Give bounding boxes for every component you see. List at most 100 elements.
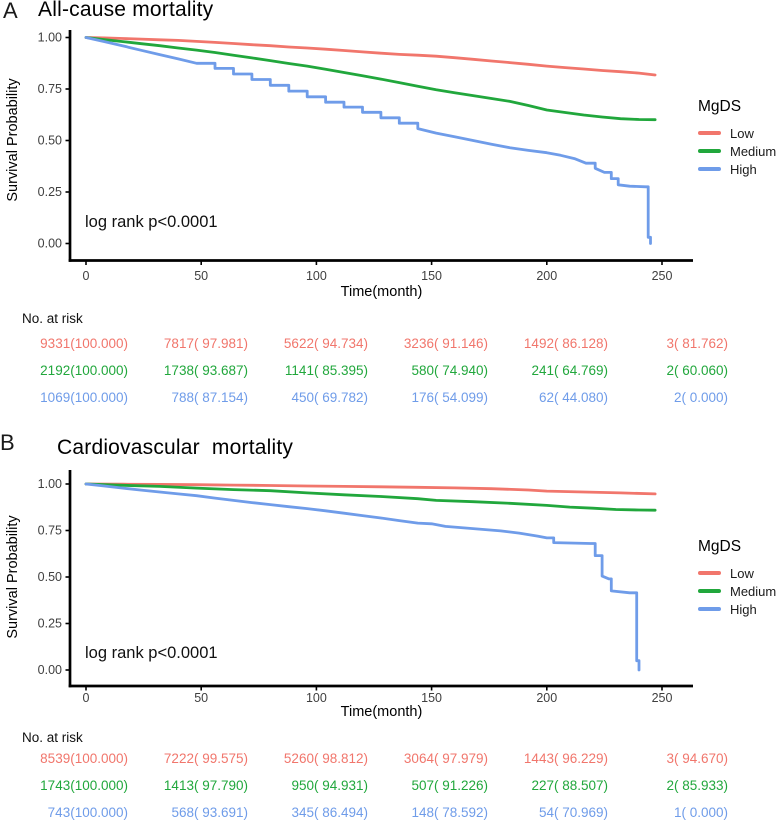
risk-value: 1( 0.000): [673, 805, 728, 820]
risk-value: 1443( 96.229): [523, 751, 608, 766]
risk-value: 148( 78.592): [411, 805, 488, 820]
risk-value: 3( 94.670): [666, 751, 728, 766]
y-tick-label: 0.50: [38, 570, 62, 584]
x-tick-label: 50: [194, 691, 208, 705]
risk-value: 1413( 97.790): [163, 778, 248, 793]
x-axis-title: Time(month): [341, 284, 423, 300]
km-curve-low: [84, 482, 657, 496]
x-tick-label: 100: [306, 691, 327, 705]
risk-value: 788( 87.154): [171, 390, 248, 405]
y-tick-label: 0.75: [38, 82, 62, 96]
km-curve-low: [84, 36, 657, 77]
legend-item-label: High: [730, 601, 757, 617]
risk-value: 3064( 97.979): [403, 751, 488, 766]
risk-value: 1743(100.000): [40, 778, 128, 793]
risk-value: 345( 86.494): [291, 805, 368, 820]
logrank-annotation: log rank p<0.0001: [85, 213, 218, 231]
risk-value: 2( 0.000): [673, 390, 728, 405]
x-tick-label: 200: [536, 691, 557, 705]
risk-table: 8539(100.000) 7222( 99.575) 5260( 98.812) 3…: [8, 751, 768, 823]
legend: MgDS Low Medium High: [698, 538, 776, 617]
y-tick-label: 0.75: [38, 524, 62, 538]
legend-item-high: High: [698, 161, 776, 177]
x-tick-label: 250: [652, 269, 673, 283]
risk-value: 3236( 91.146): [403, 336, 488, 351]
legend-item-low: Low: [698, 125, 776, 141]
risk-value: 3( 81.762): [666, 336, 728, 351]
risk-value: 5260( 98.812): [283, 751, 368, 766]
risk-value: 950( 94.931): [291, 778, 368, 793]
risk-value: 568( 93.691): [171, 805, 248, 820]
legend-key-line-icon: [698, 149, 721, 153]
risk-value: 1492( 86.128): [523, 336, 608, 351]
risk-value: 8539(100.000): [40, 751, 128, 766]
risk-value: 9331(100.000): [40, 336, 128, 351]
legend-title: MgDS: [698, 538, 742, 555]
risk-value: 227( 88.507): [531, 778, 608, 793]
km-curve-medium: [84, 482, 657, 512]
x-tick-label: 50: [194, 269, 208, 283]
risk-row-low: 8539(100.000) 7222( 99.575) 5260( 98.812) 3…: [8, 751, 768, 767]
risk-value: 241( 64.769): [531, 363, 608, 378]
risk-value: 2( 60.060): [666, 363, 728, 378]
legend-item-label: Medium: [730, 143, 776, 159]
risk-row-medium: 1743(100.000) 1413( 97.790) 950( 94.931) 50…: [8, 778, 768, 794]
y-tick-label: 0.00: [38, 237, 62, 251]
risk-value: 5622( 94.734): [283, 336, 368, 351]
legend-item-high: High: [698, 601, 776, 617]
x-tick-label: 250: [652, 691, 673, 705]
risk-value: 450( 69.782): [291, 390, 368, 405]
legend-item-low: Low: [698, 565, 776, 581]
risk-value: 743(100.000): [47, 805, 128, 820]
panel-a: A All-cause mortality Survival Probabili…: [3, 0, 776, 417]
legend-key-line-icon: [698, 589, 721, 593]
legend-items: Low Medium High: [698, 125, 776, 177]
x-axis-title: Time(month): [341, 704, 423, 720]
km-plot-b: 0 50 100 150 200 250 1.00 0.75 0.50 0.25 0.00 Time(…: [38, 470, 693, 720]
legend-key-line-icon: [698, 167, 721, 171]
risk-value: 7817( 97.981): [163, 336, 248, 351]
legend-item-label: Low: [730, 125, 754, 141]
risk-table-header: No. at risk: [22, 311, 83, 326]
y-tick-label: 1.00: [38, 31, 62, 45]
risk-row-low: 9331(100.000) 7817( 97.981) 5622( 94.734) 3…: [8, 336, 768, 352]
y-tick-label: 1.00: [38, 477, 62, 491]
panel-b-title: Cardiovascular mortality: [57, 436, 294, 459]
legend-key-line-icon: [698, 131, 721, 135]
km-curve-medium: [84, 36, 657, 122]
x-tick-label: 100: [306, 269, 327, 283]
legend-key-line-icon: [698, 571, 721, 575]
risk-value: 1738( 93.687): [163, 363, 248, 378]
logrank-annotation: log rank p<0.0001: [85, 644, 218, 662]
risk-value: 2( 85.933): [666, 778, 728, 793]
risk-value: 580( 74.940): [411, 363, 488, 378]
y-tick-label: 0.25: [38, 185, 62, 199]
legend-item-medium: Medium: [698, 143, 776, 159]
risk-value: 2192(100.000): [40, 363, 128, 378]
legend-item-label: High: [730, 161, 757, 177]
legend-key-line-icon: [698, 607, 721, 611]
legend-title: MgDS: [698, 98, 742, 115]
risk-table: 9331(100.000) 7817( 97.981) 5622( 94.734) 3…: [8, 336, 768, 417]
x-tick-label: 200: [536, 269, 557, 283]
risk-row-medium: 2192(100.000) 1738( 93.687) 1141( 85.395) 5…: [8, 363, 768, 379]
legend-item-label: Low: [730, 565, 754, 581]
risk-row-high: 1069(100.000) 788( 87.154) 450( 69.782) 176…: [8, 390, 768, 406]
risk-value: 507( 91.226): [411, 778, 488, 793]
legend: MgDS Low Medium High: [698, 98, 776, 177]
x-tick-label: 150: [421, 269, 442, 283]
y-tick-label: 0.50: [38, 134, 62, 148]
y-tick-label: 0.25: [38, 617, 62, 631]
legend-items: Low Medium High: [698, 565, 776, 617]
km-curve-high: [84, 36, 652, 245]
risk-row-high: 743(100.000) 568( 93.691) 345( 86.494) 148(…: [8, 805, 768, 821]
km-curve-high: [84, 482, 641, 672]
x-tick-label: 150: [421, 691, 442, 705]
risk-value: 54( 70.969): [538, 805, 608, 820]
x-tick-label: 0: [83, 269, 90, 283]
panel-a-label: A: [3, 0, 18, 23]
x-tick-label: 0: [83, 691, 90, 705]
legend-item-label: Medium: [730, 583, 776, 599]
risk-value: 62( 44.080): [538, 390, 608, 405]
